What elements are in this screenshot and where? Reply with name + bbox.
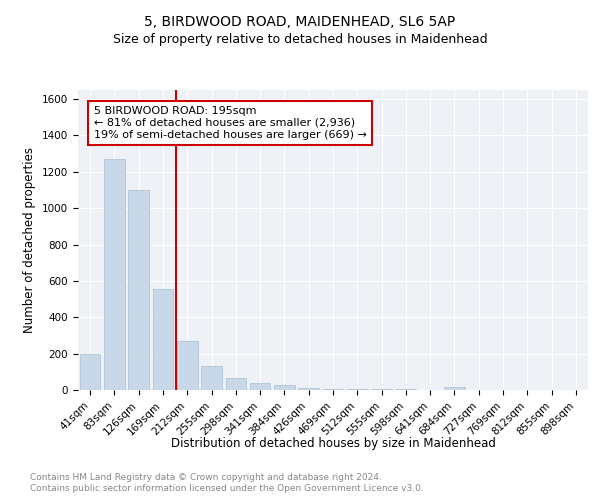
Y-axis label: Number of detached properties: Number of detached properties (23, 147, 37, 333)
Bar (444, 386, 465, 390)
Bar (226, 378, 246, 390)
Text: Distribution of detached houses by size in Maidenhead: Distribution of detached houses by size … (170, 438, 496, 450)
Text: Contains HM Land Registry data © Crown copyright and database right 2024.: Contains HM Land Registry data © Crown c… (30, 472, 382, 482)
Text: Contains public sector information licensed under the Open Government Licence v3: Contains public sector information licen… (30, 484, 424, 493)
Text: 5, BIRDWOOD ROAD, MAIDENHEAD, SL6 5AP: 5, BIRDWOOD ROAD, MAIDENHEAD, SL6 5AP (145, 15, 455, 29)
Bar (104, 159, 125, 390)
Bar (298, 388, 319, 390)
Bar (201, 366, 222, 390)
Bar (250, 383, 271, 390)
Text: Size of property relative to detached houses in Maidenhead: Size of property relative to detached ho… (113, 32, 487, 46)
Bar (177, 341, 197, 390)
Bar (152, 289, 173, 390)
Bar (274, 386, 295, 390)
Bar (80, 354, 100, 390)
Text: 5 BIRDWOOD ROAD: 195sqm
← 81% of detached houses are smaller (2,936)
19% of semi: 5 BIRDWOOD ROAD: 195sqm ← 81% of detache… (94, 106, 367, 140)
Bar (323, 388, 343, 390)
Bar (347, 389, 368, 390)
Bar (128, 190, 149, 390)
